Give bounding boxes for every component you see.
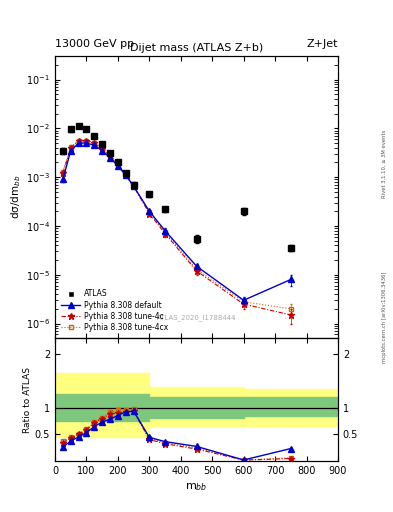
Text: Rivet 3.1.10, ≥ 3M events: Rivet 3.1.10, ≥ 3M events <box>382 130 387 198</box>
Legend: ATLAS, Pythia 8.308 default, Pythia 8.308 tune-4c, Pythia 8.308 tune-4cx: ATLAS, Pythia 8.308 default, Pythia 8.30… <box>59 287 171 334</box>
Title: Dijet mass (ATLAS Z+b): Dijet mass (ATLAS Z+b) <box>130 43 263 53</box>
Text: 13000 GeV pp: 13000 GeV pp <box>55 38 134 49</box>
Y-axis label: Ratio to ATLAS: Ratio to ATLAS <box>23 367 32 433</box>
X-axis label: m$_{bb}$: m$_{bb}$ <box>185 481 208 493</box>
Text: ATLAS_2020_I1788444: ATLAS_2020_I1788444 <box>157 314 236 322</box>
Text: Z+Jet: Z+Jet <box>307 38 338 49</box>
Y-axis label: dσ/dm$_{bb}$: dσ/dm$_{bb}$ <box>9 175 23 220</box>
Text: mcplots.cern.ch [arXiv:1306.3436]: mcplots.cern.ch [arXiv:1306.3436] <box>382 272 387 363</box>
